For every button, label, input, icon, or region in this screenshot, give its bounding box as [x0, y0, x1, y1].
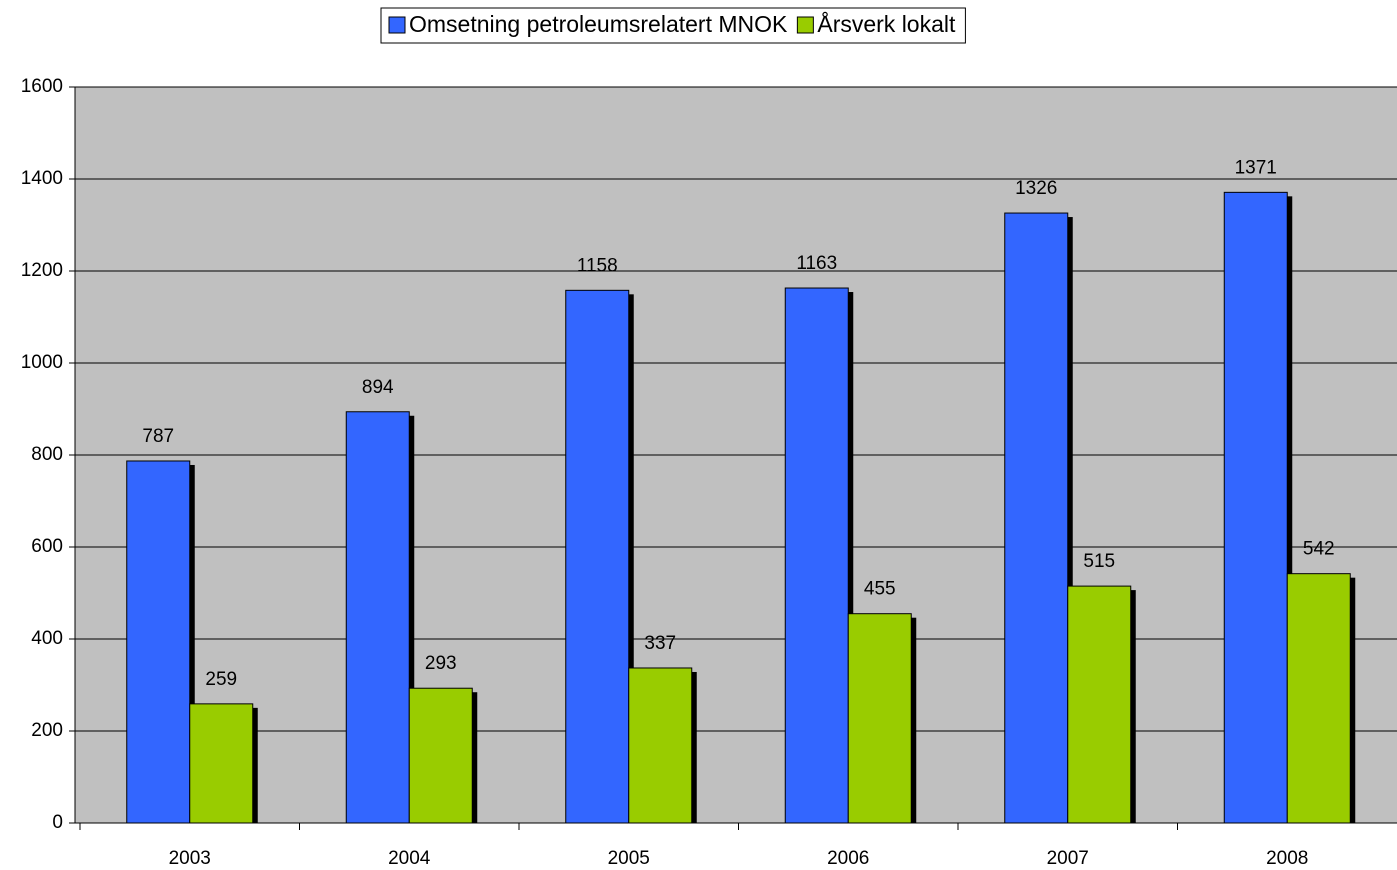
bar [1223, 191, 1288, 824]
bar [628, 667, 693, 824]
bar [408, 687, 473, 824]
y-tick-label: 600 [31, 536, 63, 557]
value-label: 1326 [1015, 178, 1057, 199]
value-label: 293 [425, 653, 457, 674]
bar [189, 703, 254, 824]
x-tick-label: 2003 [169, 848, 211, 869]
bar [847, 613, 912, 824]
y-tick-label: 1000 [21, 352, 63, 373]
value-label: 542 [1303, 539, 1335, 560]
value-label: 894 [362, 377, 394, 398]
value-label: 1371 [1235, 157, 1277, 178]
y-tick-label: 1400 [21, 168, 63, 189]
legend-swatch [388, 16, 406, 34]
y-tick-label: 1600 [21, 76, 63, 97]
value-label: 1163 [796, 253, 837, 274]
value-label: 787 [142, 426, 174, 447]
legend-label: Omsetning petroleumsrelatert MNOK [409, 11, 788, 37]
legend-box [380, 7, 966, 44]
y-tick-label: 400 [31, 628, 63, 649]
x-tick-label: 2006 [827, 848, 869, 869]
value-label: 455 [864, 579, 896, 600]
value-label: 337 [644, 633, 676, 654]
bar [565, 289, 630, 824]
bar [126, 460, 191, 824]
bar [1067, 585, 1132, 824]
y-tick-label: 0 [52, 812, 63, 833]
x-tick-label: 2005 [608, 848, 650, 869]
legend-swatch [796, 16, 814, 34]
x-tick-label: 2007 [1047, 848, 1089, 869]
y-tick-label: 200 [31, 720, 63, 741]
x-tick-label: 2004 [388, 848, 431, 869]
value-label: 1158 [577, 255, 618, 276]
x-tick-label: 2008 [1266, 848, 1308, 869]
bar [345, 411, 410, 824]
value-label: 259 [205, 669, 237, 690]
legend-label: Årsverk lokalt [817, 10, 956, 37]
bar [1286, 573, 1351, 824]
y-tick-label: 1200 [21, 260, 63, 281]
bar [784, 287, 849, 824]
y-tick-label: 800 [31, 444, 63, 465]
value-label: 515 [1083, 551, 1115, 572]
bar [1004, 212, 1069, 824]
